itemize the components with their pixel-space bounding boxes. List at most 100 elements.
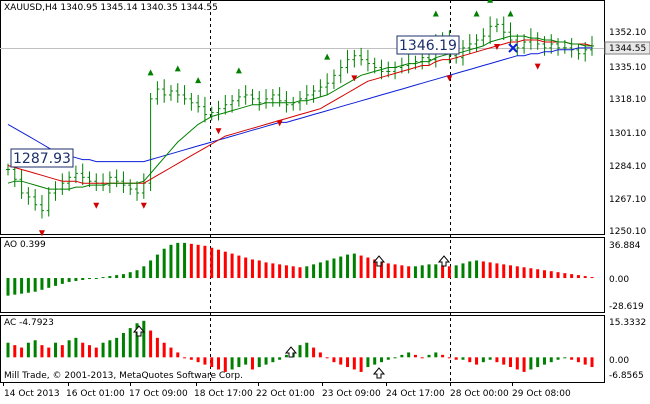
price-bar [264,89,269,109]
ac-bar [325,357,329,359]
price-bar [155,81,160,105]
price-bar [501,16,506,41]
price-bar [121,171,126,193]
ao-bar [366,257,370,279]
price-bar [19,169,24,199]
ao-bar [54,278,58,286]
ao-bar [305,266,309,279]
price-bar [182,85,187,105]
ac-bar [495,357,499,363]
ac-bar [6,342,10,358]
price-bar [277,87,282,107]
price-bar [202,96,207,123]
ao-bar [481,261,485,279]
ac-bar [522,357,526,372]
ac-bar [502,357,506,365]
price-bar [528,28,533,50]
price-bar [460,40,465,66]
ao-bar [87,278,91,280]
ao-bar [393,264,397,279]
time-label-2: 17 Oct 09:00 [129,389,188,399]
price-bar [338,59,343,84]
ao-bar [13,278,17,295]
ao-bar [33,278,37,292]
ao-bar [6,278,10,296]
ac-bar [162,342,166,358]
price-bar [304,85,309,105]
ao-title: AO 0.399 [4,240,46,250]
price-bar [284,91,289,113]
ac-bar [223,357,227,372]
price-bar [148,92,153,192]
ao-bar [325,260,329,279]
ac-bar [176,352,180,358]
ao-bar [542,270,546,279]
ac-bar [108,340,112,358]
ao-signal-up-icon-2 [437,255,451,267]
ma-green-line [7,35,592,190]
ac-bar [583,357,587,365]
ac-bar [33,340,37,358]
ac-bar [13,345,17,358]
ac-bar [87,345,91,358]
price-bar [474,34,479,52]
price-tick-2: 1318.10 [609,95,646,105]
price-bar [223,94,228,115]
ao-bar [434,264,438,279]
ao-bar [590,277,594,279]
price-bars [6,16,594,219]
ao-bar [556,272,560,279]
ac-bar [74,337,78,358]
ao-histogram [6,242,594,296]
ao-bar [488,262,492,279]
ao-bar [522,267,526,279]
ac-bar [312,347,316,358]
ao-bar [108,276,112,279]
ac-bar [386,357,390,360]
ao-bar [162,248,166,279]
ao-bar [40,278,44,290]
ac-bar [366,357,370,368]
ac-signal-up-icon-2 [284,346,298,358]
ao-bar [386,263,390,279]
price-bar [230,94,235,113]
price-bar [365,49,370,72]
ao-bar [81,278,85,280]
ac-bar [420,357,424,359]
price-bar [175,83,180,103]
fractal-down-icon [38,230,45,237]
ao-bar [47,278,51,288]
ao-bar [495,263,499,279]
ao-bar [217,249,221,279]
ac-bar [189,357,193,360]
ac-bar [128,328,132,358]
fractal-down-icon [215,128,222,135]
ao-bar [373,259,377,279]
current-price-label: 1344.55 [609,44,646,54]
time-label-6: 24 Oct 17:00 [386,389,445,399]
ac-title: AC -4.7923 [4,318,54,328]
fractal-down-icon [493,43,500,50]
ao-bar [563,273,567,279]
price-bar [141,173,146,199]
price-bar [331,69,336,90]
ac-bar [563,357,567,359]
ao-bar [60,278,64,284]
ac-bar [481,357,485,363]
price-axis: 1352.10 1335.10 1318.10 1301.10 1284.10 … [609,28,646,237]
ao-bar [230,253,234,279]
ac-bar [379,357,383,363]
price-bar [80,163,85,186]
ac-bar [40,345,44,358]
price-bar [359,47,364,66]
ac-bar [488,357,492,360]
ao-bar [468,261,472,279]
ac-bar [196,357,200,363]
ao-bar [420,265,424,279]
time-label-0: 14 Oct 2013 [4,389,60,399]
ac-bar [454,357,458,360]
ac-bar [230,357,234,370]
ao-bar [67,278,71,282]
